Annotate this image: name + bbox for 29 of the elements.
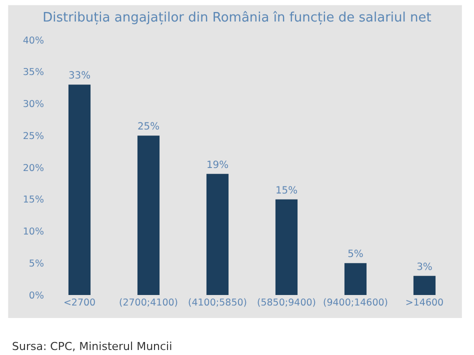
y-tick-label: 0%: [28, 290, 44, 302]
bar: [206, 174, 229, 295]
data-label: 3%: [416, 262, 432, 273]
text: Sursa: CPC, Ministerul Muncii: [12, 340, 172, 353]
x-tick-label: (2700;4100): [119, 298, 178, 308]
x-tick-label: >14600: [405, 298, 444, 308]
bar: [275, 199, 298, 295]
x-tick-label: (5850;9400): [257, 298, 316, 308]
y-tick-label: 25%: [22, 130, 44, 142]
bar: [344, 263, 367, 295]
x-tick-label: (9400;14600): [322, 298, 388, 308]
data-label: 25%: [137, 122, 160, 133]
y-tick-label: 35%: [22, 67, 44, 78]
bar: [68, 84, 91, 295]
data-label: 5%: [348, 249, 364, 260]
y-tick-label: 20%: [22, 162, 44, 174]
x-tick-label: (4100;5850): [188, 298, 247, 308]
data-label: 33%: [68, 70, 91, 82]
y-tick-label: 10%: [22, 226, 44, 238]
data-label: 15%: [275, 185, 298, 196]
chart-title: Distribuția angajaților din România în funcție de salariul net: [42, 10, 432, 26]
y-tick-label: 5%: [28, 258, 44, 270]
x-tick-label: <2700: [63, 298, 96, 308]
y-tick-label: 15%: [22, 194, 44, 206]
y-tick-label: 40%: [22, 35, 44, 46]
data-label: 19%: [206, 160, 229, 171]
bar: [413, 276, 436, 295]
bar: [137, 136, 160, 295]
y-tick-label: 30%: [22, 99, 44, 110]
